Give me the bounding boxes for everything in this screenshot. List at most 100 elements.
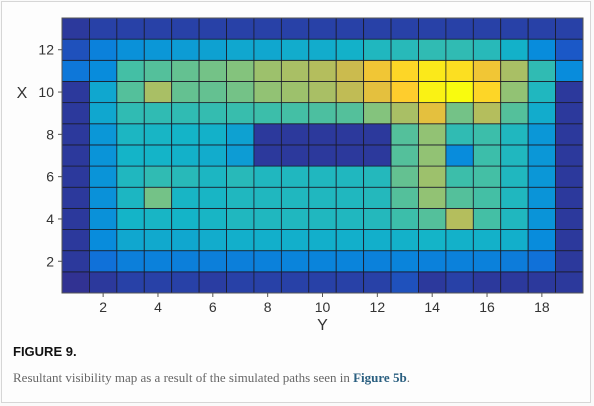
heatmap-cell xyxy=(280,38,310,61)
heatmap-cell xyxy=(390,165,419,188)
heatmap-cell xyxy=(472,123,502,146)
x-tick-label: 4 xyxy=(154,299,162,315)
heatmap-cell xyxy=(335,59,365,82)
heatmap-cell xyxy=(390,38,419,61)
heatmap-cell xyxy=(253,144,282,167)
heatmap-cell xyxy=(335,165,365,188)
heatmap-cell xyxy=(335,81,365,104)
heatmap-cell xyxy=(89,81,118,104)
heatmap-cell xyxy=(390,271,419,294)
y-tick-label: 4 xyxy=(46,211,54,227)
heatmap-cell xyxy=(418,250,447,273)
heatmap-cell xyxy=(226,144,255,167)
heatmap-cell xyxy=(116,165,145,188)
heatmap-cell xyxy=(500,123,529,146)
heatmap-cell xyxy=(472,38,502,61)
heatmap-cell xyxy=(89,123,118,146)
heatmap-cell xyxy=(198,102,227,125)
heatmap-cell xyxy=(198,165,227,188)
heatmap-cell xyxy=(61,207,90,230)
heatmap-cell xyxy=(363,102,392,125)
heatmap-cell xyxy=(226,250,255,273)
heatmap-cell xyxy=(308,186,337,209)
heatmap-cell xyxy=(198,229,227,252)
heatmap-cell xyxy=(363,59,392,82)
heatmap-cell xyxy=(363,207,392,230)
heatmap-cell xyxy=(253,165,282,188)
heatmap-cell xyxy=(555,250,584,273)
heatmap-cell xyxy=(143,271,173,294)
heatmap-cell xyxy=(418,102,447,125)
heatmap-cell xyxy=(555,165,584,188)
heatmap-cell xyxy=(500,186,529,209)
heatmap-cell xyxy=(143,144,173,167)
heatmap-cell xyxy=(253,17,282,40)
heatmap-cell xyxy=(308,38,337,61)
heatmap-cell xyxy=(472,144,502,167)
heatmap-cell xyxy=(116,229,145,252)
heatmap-cell xyxy=(472,165,502,188)
heatmap-cell xyxy=(89,165,118,188)
y-tick-label: 12 xyxy=(38,42,54,58)
heatmap-cell xyxy=(308,17,337,40)
heatmap-cell xyxy=(171,229,200,252)
heatmap-cell xyxy=(445,38,474,61)
heatmap-cell xyxy=(445,59,474,82)
heatmap-cell xyxy=(171,207,200,230)
heatmap-cell xyxy=(61,59,90,82)
heatmap-cell xyxy=(61,165,90,188)
heatmap-cell xyxy=(171,165,200,188)
heatmap-cell xyxy=(527,123,556,146)
heatmap-cell xyxy=(198,59,227,82)
heatmap-cell xyxy=(171,186,200,209)
heatmap-cell xyxy=(445,165,474,188)
heatmap-cell xyxy=(198,38,227,61)
heatmap-cell xyxy=(472,186,502,209)
heatmap-cell xyxy=(500,38,529,61)
heatmap-cell xyxy=(280,271,310,294)
heatmap-cell xyxy=(418,123,447,146)
heatmap-cell xyxy=(363,271,392,294)
heatmap-cell xyxy=(472,229,502,252)
heatmap-cell xyxy=(527,144,556,167)
figure-label: FIGURE 9. xyxy=(13,344,77,359)
heatmap-cell xyxy=(61,271,90,294)
heatmap-cell xyxy=(555,81,584,104)
heatmap-cell xyxy=(555,17,584,40)
heatmap-cell xyxy=(89,17,118,40)
heatmap-cell xyxy=(335,102,365,125)
heatmap-cell xyxy=(500,102,529,125)
heatmap-cell xyxy=(363,38,392,61)
heatmap-cell xyxy=(89,271,118,294)
heatmap-cell xyxy=(500,59,529,82)
x-tick-label: 6 xyxy=(209,299,217,315)
figure-caption: Resultant visibility map as a result of … xyxy=(13,370,410,386)
heatmap-cell xyxy=(335,186,365,209)
x-tick-label: 10 xyxy=(315,299,331,315)
heatmap-cell xyxy=(445,207,474,230)
heatmap-cell xyxy=(198,144,227,167)
heatmap-cell xyxy=(171,250,200,273)
heatmap-cell xyxy=(198,271,227,294)
x-ticks: 2 4 6 8 10 12 14 16 18 xyxy=(99,293,550,315)
heatmap-cell xyxy=(555,144,584,167)
x-tick-label: 2 xyxy=(99,299,107,315)
heatmap-cell xyxy=(335,123,365,146)
heatmap-cell xyxy=(445,81,474,104)
heatmap-cell xyxy=(445,144,474,167)
heatmap-cell xyxy=(280,102,310,125)
figure-5b-link[interactable]: Figure 5b xyxy=(353,370,407,385)
heatmap-cell xyxy=(472,17,502,40)
heatmap-cell xyxy=(280,229,310,252)
heatmap-cell xyxy=(280,207,310,230)
heatmap-cell xyxy=(555,123,584,146)
heatmap-cell xyxy=(527,186,556,209)
x-tick-label: 16 xyxy=(479,299,495,315)
heatmap-cell xyxy=(390,102,419,125)
heatmap-cell xyxy=(472,59,502,82)
heatmap-cell xyxy=(198,17,227,40)
heatmap-cell xyxy=(445,271,474,294)
heatmap-cell xyxy=(390,144,419,167)
caption-end: . xyxy=(406,370,410,385)
